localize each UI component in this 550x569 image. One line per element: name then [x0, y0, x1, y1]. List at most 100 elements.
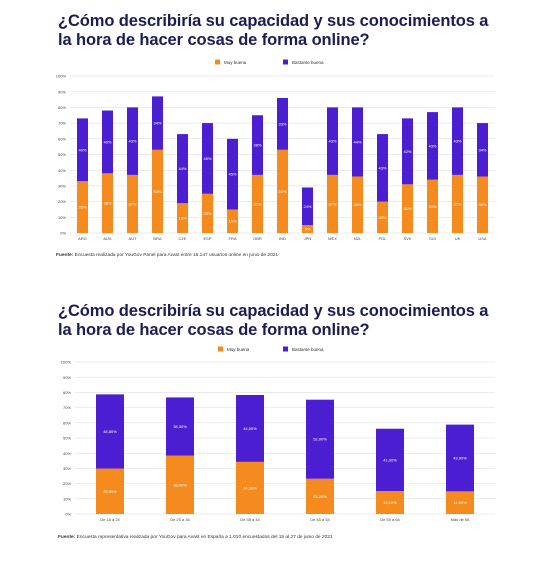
- chart1-data-label: 19%: [178, 216, 186, 221]
- chart1-category-label: IND: [279, 236, 286, 241]
- chart2-data-label: 29,90%: [103, 489, 117, 494]
- chart2-ytick-label: 10%: [63, 496, 71, 501]
- chart1-bar-bastante-buena: [202, 123, 213, 194]
- chart1-data-label: 42%: [403, 149, 411, 154]
- chart1-bar-bastante-buena: [452, 107, 463, 175]
- chart1-category-label: ARG: [78, 236, 87, 241]
- chart1-category-label: POL: [378, 236, 387, 241]
- chart1-data-label: 34%: [478, 147, 486, 152]
- chart1-data-label: 43%: [378, 165, 386, 170]
- chart-2-source-label: Fuente:: [58, 535, 76, 540]
- chart1-data-label: 43%: [128, 139, 136, 144]
- chart2-category-label: De 35 a 44: [240, 517, 260, 522]
- chart1-category-label: SVK: [403, 236, 411, 241]
- chart2-ytick-label: 60%: [63, 420, 71, 425]
- chart2-data-label: 44,00%: [243, 426, 257, 431]
- chart1-bar-muy-buena: [302, 225, 313, 233]
- chart1-ytick-label: 80%: [58, 105, 66, 110]
- chart1-bar-bastante-buena: [152, 96, 163, 150]
- chart1-bar-bastante-buena: [277, 97, 288, 150]
- chart1-legend-swatch: [283, 59, 288, 65]
- chart1-data-label: 53%: [278, 189, 286, 194]
- chart2-data-label: 34,30%: [243, 485, 257, 490]
- chart1-ytick-label: 30%: [58, 184, 66, 189]
- chart1-data-label: 40%: [103, 139, 111, 144]
- chart2-ytick-label: 80%: [63, 390, 71, 395]
- chart1-category-label: CZE: [179, 236, 187, 241]
- chart1-bar-bastante-buena: [77, 118, 88, 182]
- chart2-category-label: Más de 65: [451, 517, 470, 522]
- chart1-data-label: 24%: [303, 204, 311, 209]
- chart1-bar-bastante-buena: [102, 110, 113, 174]
- chart1-bar-muy-buena: [477, 176, 488, 233]
- chart2-bar-muy-buena: [166, 455, 194, 514]
- chart2-data-label: 48,80%: [103, 429, 117, 434]
- chart2-bar-muy-buena: [306, 478, 334, 514]
- chart-2-source-text: Encuesta representativa realizada por Yo…: [76, 535, 333, 540]
- chart1-category-label: AUS: [103, 236, 112, 241]
- chart-1-source: Fuente: Encuesta realizada por YouGov Pa…: [56, 253, 278, 258]
- chart2-data-label: 52,00%: [313, 437, 327, 442]
- chart1-ytick-label: 60%: [58, 136, 66, 141]
- chart1-data-label: 34%: [428, 204, 436, 209]
- chart2-category-label: De 25 a 34: [170, 517, 190, 522]
- chart1-data-label: 36%: [353, 202, 361, 207]
- chart1-bar-bastante-buena: [302, 187, 313, 226]
- chart1-category-label: SUI: [429, 236, 436, 241]
- chart1-ytick-label: 10%: [58, 215, 66, 220]
- chart1-bar-bastante-buena: [477, 123, 488, 177]
- chart2-ytick-label: 100%: [61, 360, 72, 365]
- chart-1-source-text: Encuesta realizada por YouGov Panel para…: [74, 253, 279, 258]
- chart1-data-label: 45%: [228, 172, 236, 177]
- chart1-ytick-label: 70%: [58, 121, 66, 126]
- chart1-data-label: 31%: [403, 206, 411, 211]
- chart2-category-label: De 45 a 54: [310, 517, 330, 522]
- chart1-category-label: MEX: [328, 236, 337, 241]
- chart1-ytick-label: 100%: [56, 74, 67, 79]
- chart2-bar-muy-buena: [446, 491, 474, 514]
- chart2-legend-label: Muy buena: [227, 347, 250, 352]
- chart1-bar-bastante-buena: [127, 107, 138, 175]
- chart1-data-label: 36%: [478, 202, 486, 207]
- chart1-data-label: 38%: [103, 201, 111, 206]
- chart1-bar-muy-buena: [452, 174, 463, 233]
- chart1-data-label: 37%: [253, 201, 261, 206]
- chart1-category-label: GBR: [253, 236, 262, 241]
- chart1-legend-swatch: [215, 59, 220, 65]
- chart1-data-label: 25%: [203, 211, 211, 216]
- chart1-data-label: 44%: [353, 139, 361, 144]
- chart1-bar-muy-buena: [402, 184, 413, 233]
- chart1-bar-bastante-buena: [252, 115, 263, 175]
- chart1-bar-muy-buena: [277, 149, 288, 233]
- chart1-category-label: NZL: [354, 236, 362, 241]
- chart1-data-label: 43%: [453, 139, 461, 144]
- chart1-data-label: 37%: [328, 201, 336, 206]
- chart1-category-label: AUT: [129, 236, 138, 241]
- chart1-data-label: 45%: [203, 156, 211, 161]
- chart1-category-label: ESP: [203, 236, 211, 241]
- chart2-category-label: De 55 a 64: [380, 517, 400, 522]
- chart1-data-label: 53%: [153, 189, 161, 194]
- chart1-category-label: FRA: [229, 236, 237, 241]
- chart1-bar-muy-buena: [427, 179, 438, 233]
- chart1-bar-muy-buena: [352, 176, 363, 233]
- chart1-ytick-label: 90%: [58, 89, 66, 94]
- chart1-data-label: 43%: [328, 139, 336, 144]
- chart1-bar-bastante-buena: [427, 112, 438, 180]
- chart2-ytick-label: 30%: [63, 466, 71, 471]
- chart1-data-label: 34%: [153, 121, 161, 126]
- chart-2-title: ¿Cómo describiría su capacidad y sus con…: [58, 302, 489, 339]
- chart2-bar-bastante-buena: [166, 397, 194, 456]
- chart2-data-label: 43,90%: [453, 455, 467, 460]
- chart1-data-label: 37%: [128, 201, 136, 206]
- chart1-ytick-label: 50%: [58, 152, 66, 157]
- chart1-bar-muy-buena: [252, 174, 263, 233]
- chart2-bar-muy-buena: [96, 468, 124, 514]
- chart1-category-label: BRA: [153, 236, 162, 241]
- chart1-data-label: 20%: [378, 215, 386, 220]
- chart2-data-label: 15,10%: [383, 500, 397, 505]
- chart1-bar-muy-buena: [177, 203, 188, 233]
- chart1-data-label: 40%: [78, 147, 86, 152]
- chart2-ytick-label: 90%: [63, 375, 71, 380]
